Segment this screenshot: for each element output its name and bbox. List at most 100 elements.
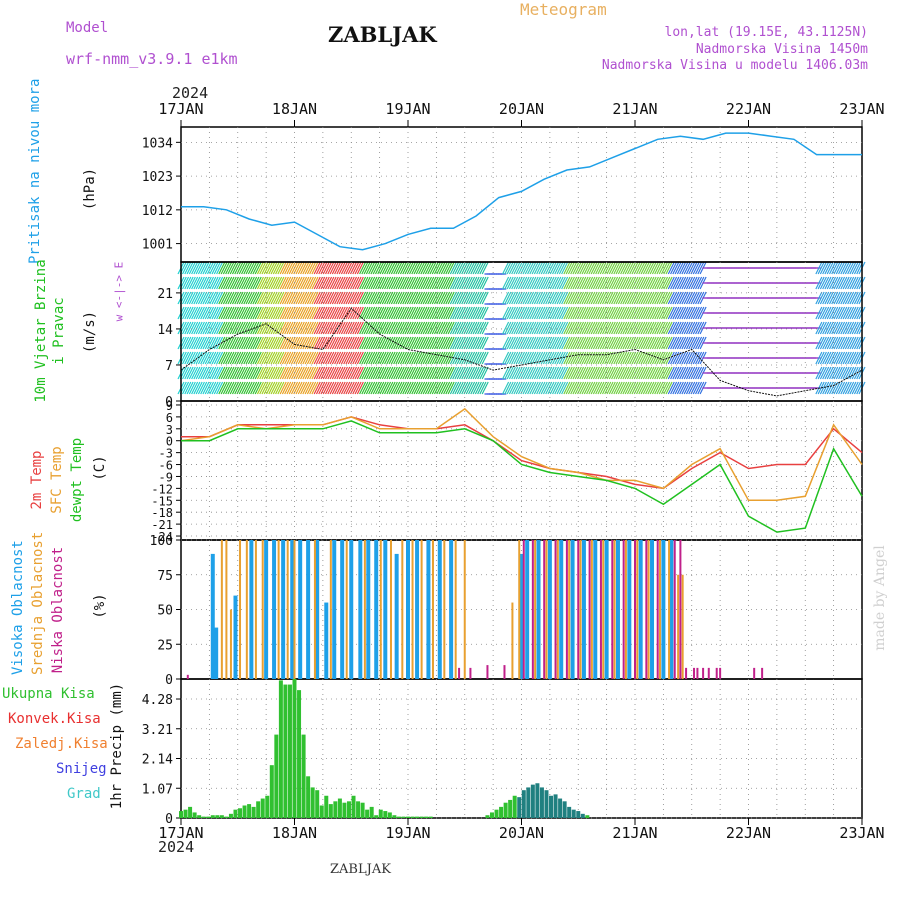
wind-barb [431,321,439,335]
wind-barb [835,381,843,395]
wind-barb [438,351,446,365]
wind-barb [193,321,201,335]
cloud-mid-bar [431,540,434,679]
wind-barb [522,336,530,350]
cloud-low-bar [186,674,189,679]
wind-barb [613,381,621,395]
precip-bar [228,813,233,818]
precip-bar [553,794,558,818]
cloud-high-bar [366,540,371,679]
x-tick-label-top: 21JAN [612,100,657,118]
wind-barb [504,321,512,335]
wind-barb [222,381,230,395]
wind-barb [315,351,324,365]
wind-barb [270,351,278,365]
wind-barb [468,306,476,320]
wind-barb [261,336,269,350]
wind-barb [315,336,324,350]
wind-barb [213,321,221,335]
wind-barb [254,336,262,350]
wind-barb [524,336,532,350]
wind-barb [413,381,421,395]
wind-barb [340,351,348,365]
wind-barb [651,366,659,380]
wind-barb [329,351,337,365]
wind-barb [468,366,476,380]
cloud-mid-bar [286,540,289,679]
wind-barb [538,321,546,335]
wind-barb [247,336,255,350]
wind-barb [334,366,342,380]
wind-barb [651,291,659,305]
wind-barb [411,291,419,305]
wind-barb [202,306,210,320]
wind-barb [527,336,535,350]
wind-barb [284,366,292,380]
cloud-high-bar [627,540,632,679]
wind-barb [624,381,632,395]
wind-barb [300,306,308,320]
wind-barb [622,321,630,335]
wind-barb [413,276,421,290]
wind-barb [390,336,398,350]
wind-barb [245,321,253,335]
wind-barb [195,381,203,395]
wind-barb [184,291,192,305]
precip-bar [283,684,288,818]
wind-barb [370,366,378,380]
wind-barb [613,261,621,275]
wind-barb [216,276,224,290]
wind-barb [395,261,403,275]
wind-barb [676,351,684,365]
wind-barb [590,351,598,365]
wind-barb [218,351,226,365]
wind-barb [472,276,480,290]
wind-barb [231,321,240,335]
wind-barb [352,261,360,275]
wind-barb [667,306,675,320]
wind-barb [261,351,269,365]
year-bottom: 2024 [158,838,195,856]
wind-barb [617,366,625,380]
wind-barb [658,306,666,320]
wind-barb [300,336,308,350]
wind-barb [638,261,646,275]
precip-bar [576,811,581,818]
wind-barb [195,276,203,290]
wind-barb [844,321,852,335]
wind-barb [433,306,442,320]
wind-barb [440,381,448,395]
wind-barb [429,261,437,275]
cloud-high-bar [570,540,575,679]
wind-barb [418,261,426,275]
wind-barb [579,276,587,290]
wind-barb [352,381,360,395]
wind-barb [608,306,616,320]
wind-barb [642,276,650,290]
wind-barb [833,381,841,395]
wind-barb [833,366,841,380]
wind-barb [665,321,673,335]
wind-barb [567,381,575,395]
wind-barb [454,351,462,365]
wind-barb [195,306,203,320]
wind-barb [692,306,700,320]
wind-barb [202,276,210,290]
wind-barb [660,321,669,335]
wind-barb [552,351,560,365]
wind-barb [206,321,215,335]
wind-barb [195,321,203,335]
wind-barb [413,366,421,380]
wind-barb [636,306,644,320]
wind-barb [522,321,530,335]
wind-barb [241,306,249,320]
wind-barb [200,276,208,290]
wind-barb [368,336,376,350]
wind-barb [685,366,694,380]
wind-barb [390,321,398,335]
wind-barb [186,321,194,335]
wind-barb [238,336,246,350]
wind-barb [502,261,510,275]
precip-bar [206,816,211,818]
wind-barb [209,321,217,335]
